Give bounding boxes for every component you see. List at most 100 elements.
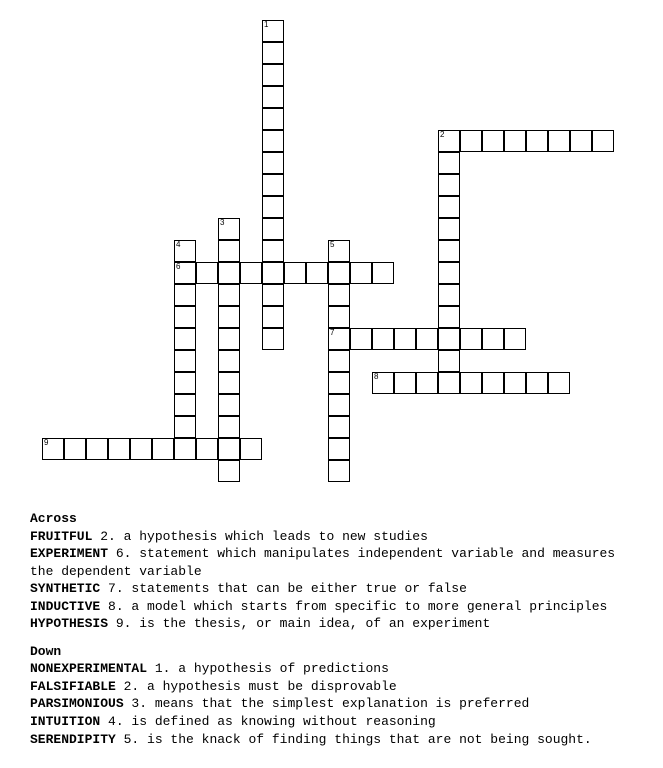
- crossword-cell[interactable]: [328, 350, 350, 372]
- crossword-cell[interactable]: 8: [372, 372, 394, 394]
- crossword-cell[interactable]: [174, 284, 196, 306]
- crossword-cell[interactable]: 9: [42, 438, 64, 460]
- crossword-cell[interactable]: [240, 438, 262, 460]
- crossword-cell[interactable]: [504, 372, 526, 394]
- crossword-cell[interactable]: [306, 262, 328, 284]
- crossword-cell[interactable]: [218, 438, 240, 460]
- crossword-cell[interactable]: [504, 328, 526, 350]
- crossword-cell[interactable]: [328, 262, 350, 284]
- crossword-cell[interactable]: [174, 394, 196, 416]
- crossword-cell[interactable]: [262, 130, 284, 152]
- crossword-cell[interactable]: 3: [218, 218, 240, 240]
- crossword-cell[interactable]: [592, 130, 614, 152]
- crossword-cell[interactable]: [262, 64, 284, 86]
- crossword-cell[interactable]: [460, 328, 482, 350]
- crossword-cell[interactable]: [438, 262, 460, 284]
- crossword-cell[interactable]: [218, 262, 240, 284]
- crossword-cell[interactable]: [372, 262, 394, 284]
- crossword-cell[interactable]: [482, 328, 504, 350]
- crossword-cell[interactable]: [174, 306, 196, 328]
- crossword-cell[interactable]: 7: [328, 328, 350, 350]
- crossword-cell[interactable]: [262, 86, 284, 108]
- crossword-cell[interactable]: [152, 438, 174, 460]
- crossword-cell[interactable]: [328, 416, 350, 438]
- crossword-cell[interactable]: [262, 218, 284, 240]
- crossword-cell[interactable]: [284, 262, 306, 284]
- crossword-cell[interactable]: [328, 372, 350, 394]
- crossword-cell[interactable]: 1: [262, 20, 284, 42]
- crossword-cell[interactable]: [174, 350, 196, 372]
- across-heading: Across: [30, 510, 633, 528]
- crossword-cell[interactable]: [460, 130, 482, 152]
- crossword-cell[interactable]: [262, 152, 284, 174]
- crossword-cell[interactable]: [262, 284, 284, 306]
- crossword-cell[interactable]: [328, 460, 350, 482]
- crossword-cell[interactable]: [108, 438, 130, 460]
- crossword-cell[interactable]: [350, 262, 372, 284]
- crossword-cell[interactable]: [196, 262, 218, 284]
- crossword-cell[interactable]: [218, 328, 240, 350]
- crossword-cell[interactable]: [438, 284, 460, 306]
- crossword-cell[interactable]: [174, 328, 196, 350]
- crossword-cell[interactable]: [460, 372, 482, 394]
- crossword-cell[interactable]: [372, 328, 394, 350]
- crossword-cell[interactable]: [218, 394, 240, 416]
- crossword-cell[interactable]: [526, 130, 548, 152]
- crossword-cell[interactable]: 5: [328, 240, 350, 262]
- crossword-cell[interactable]: [328, 394, 350, 416]
- crossword-cell[interactable]: 2: [438, 130, 460, 152]
- crossword-cell[interactable]: [526, 372, 548, 394]
- crossword-cell[interactable]: [130, 438, 152, 460]
- crossword-cell[interactable]: [262, 328, 284, 350]
- crossword-cell[interactable]: [570, 130, 592, 152]
- crossword-cell[interactable]: [438, 350, 460, 372]
- crossword-cell[interactable]: [218, 372, 240, 394]
- crossword-cell[interactable]: [394, 372, 416, 394]
- crossword-cell[interactable]: [262, 42, 284, 64]
- crossword-cell[interactable]: [438, 306, 460, 328]
- crossword-cell[interactable]: [438, 328, 460, 350]
- crossword-cell[interactable]: [416, 372, 438, 394]
- crossword-cell[interactable]: [262, 108, 284, 130]
- crossword-cell[interactable]: [438, 372, 460, 394]
- crossword-cell[interactable]: [218, 416, 240, 438]
- crossword-cell[interactable]: [394, 328, 416, 350]
- crossword-cell[interactable]: [86, 438, 108, 460]
- crossword-cell[interactable]: [240, 262, 262, 284]
- crossword-cell[interactable]: [504, 130, 526, 152]
- crossword-cell[interactable]: [438, 152, 460, 174]
- crossword-cell[interactable]: [64, 438, 86, 460]
- crossword-cell[interactable]: [328, 306, 350, 328]
- across-clue: SYNTHETIC 7. statements that can be eith…: [30, 580, 633, 598]
- crossword-cell[interactable]: [174, 438, 196, 460]
- crossword-cell[interactable]: [416, 328, 438, 350]
- crossword-cell[interactable]: [262, 306, 284, 328]
- crossword-cell[interactable]: [218, 240, 240, 262]
- crossword-cell[interactable]: [262, 174, 284, 196]
- crossword-cell[interactable]: [438, 218, 460, 240]
- crossword-cell[interactable]: [438, 196, 460, 218]
- crossword-cell[interactable]: [262, 240, 284, 262]
- crossword-cell[interactable]: [438, 240, 460, 262]
- crossword-cell[interactable]: [350, 328, 372, 350]
- crossword-cell[interactable]: [218, 306, 240, 328]
- crossword-cell[interactable]: [548, 130, 570, 152]
- crossword-cell[interactable]: [548, 372, 570, 394]
- crossword-cell[interactable]: 6: [174, 262, 196, 284]
- crossword-cell[interactable]: [482, 372, 504, 394]
- crossword-cell[interactable]: [482, 130, 504, 152]
- crossword-cell[interactable]: [174, 372, 196, 394]
- crossword-cell[interactable]: [438, 174, 460, 196]
- crossword-cell[interactable]: [218, 460, 240, 482]
- crossword-cell[interactable]: 4: [174, 240, 196, 262]
- crossword-cell[interactable]: [262, 196, 284, 218]
- crossword-cell[interactable]: [328, 284, 350, 306]
- crossword-cell[interactable]: [218, 350, 240, 372]
- clue-answer: SERENDIPITY: [30, 732, 116, 747]
- crossword-cell[interactable]: [262, 262, 284, 284]
- crossword-cell[interactable]: [218, 284, 240, 306]
- crossword-cell[interactable]: [174, 416, 196, 438]
- crossword-cell[interactable]: [196, 438, 218, 460]
- down-clue: NONEXPERIMENTAL 1. a hypothesis of predi…: [30, 660, 633, 678]
- crossword-cell[interactable]: [328, 438, 350, 460]
